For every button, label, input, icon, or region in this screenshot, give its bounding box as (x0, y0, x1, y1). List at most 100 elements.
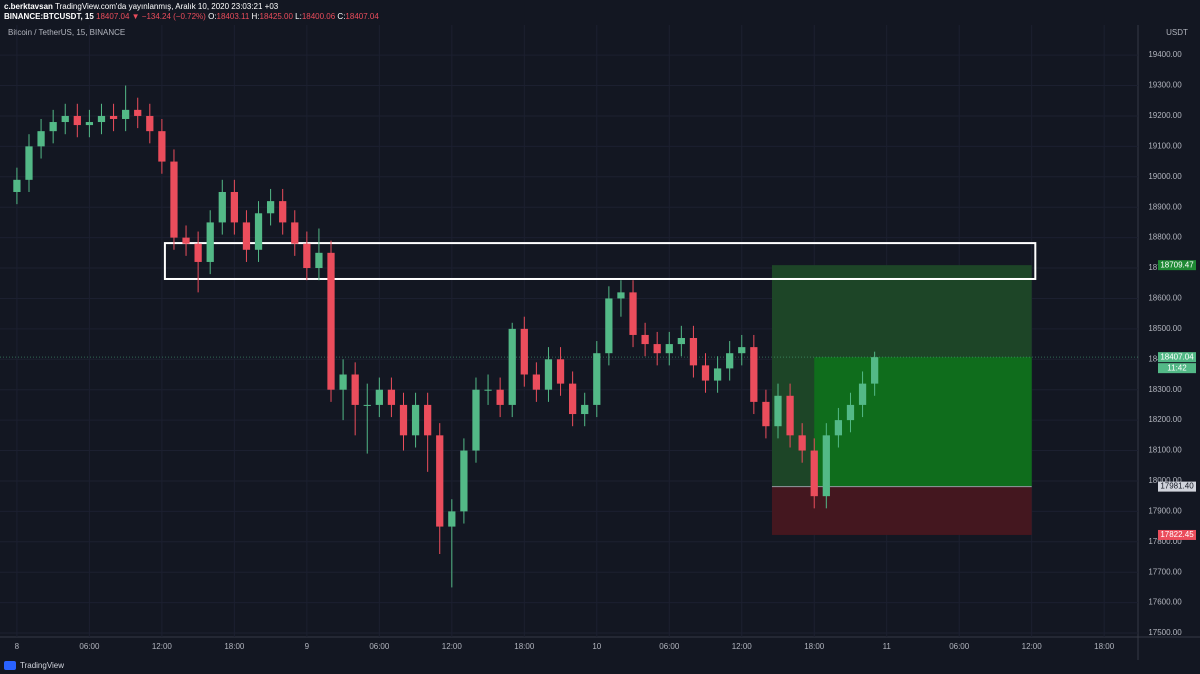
candle-body (206, 222, 214, 262)
countdown-bg (1158, 363, 1196, 374)
ohlc-key: C: (337, 12, 345, 21)
price-tag-label: 18709.47 (1160, 260, 1194, 269)
header-line: BINANCE:BTCUSDT, 15 18407.04 ▼ −134.24 (… (4, 12, 379, 21)
x-tick-label: 12:00 (732, 642, 753, 651)
candle-body (73, 115, 81, 126)
candle-body (25, 146, 33, 180)
candle-body (230, 191, 238, 223)
y-tick-label: 18000.00 (1148, 476, 1182, 485)
x-tick-label: 06:00 (949, 642, 970, 651)
y-tick-label: 18800.00 (1148, 233, 1182, 242)
ohlc-value: 18403.11 (217, 12, 250, 21)
candle-body (387, 389, 396, 405)
candle-body (375, 389, 383, 405)
candle-body (496, 389, 504, 405)
price-tag-label: 17981.40 (1160, 482, 1194, 491)
candle-body (750, 347, 758, 402)
currency: USDT (1166, 28, 1188, 37)
candle-body (762, 401, 770, 427)
candle-body (109, 115, 118, 119)
brand: TradingView (20, 661, 64, 670)
candle-body (726, 353, 734, 369)
header-line: c.berktavsan TradingView.com'da yayınlan… (4, 2, 279, 11)
candle-body (738, 347, 746, 354)
x-tick-label: 12:00 (442, 642, 463, 651)
candle-body (448, 511, 456, 527)
candle-body (266, 201, 275, 214)
candle-body (581, 404, 589, 415)
candle-body (49, 122, 57, 132)
price-tag-label: 18407.04 (1160, 352, 1194, 361)
candle-body (460, 450, 468, 512)
candle-body (798, 435, 806, 451)
published: TradingView.com'da yayınlanmış, Aralık 1… (55, 2, 279, 11)
x-tick-label: 12:00 (152, 642, 173, 651)
candle-body (520, 328, 528, 375)
candle-body (411, 404, 420, 436)
candle-body (846, 404, 855, 421)
candle-body (291, 222, 299, 244)
candle-body (617, 292, 625, 299)
candle-body (871, 357, 879, 384)
candle-body (218, 191, 226, 223)
candle-body (556, 359, 565, 384)
candle-body (339, 374, 347, 390)
candle-body (641, 334, 649, 345)
candle-body (134, 109, 142, 116)
x-tick-label: 06:00 (659, 642, 680, 651)
candle-body (158, 131, 166, 162)
y-tick-label: 17500.00 (1148, 628, 1182, 637)
candle-body (786, 395, 794, 436)
profit-fill (814, 357, 1032, 487)
change: ▼ −134.24 (−0.72%) (132, 12, 207, 21)
candle-body (97, 115, 106, 123)
y-tick-label: 18900.00 (1148, 202, 1182, 211)
x-tick-label: 18:00 (514, 642, 535, 651)
candle-body (629, 292, 637, 335)
candle-body (424, 404, 432, 436)
y-tick-label: 17900.00 (1148, 506, 1182, 515)
price-tag (1158, 529, 1196, 540)
price-tag (1158, 352, 1196, 363)
candle-body (170, 161, 178, 238)
candle-body (122, 109, 130, 119)
candle-body (182, 237, 190, 244)
candle-body (569, 383, 577, 415)
candle-body (315, 252, 323, 269)
candle-body (37, 131, 45, 147)
candle-body (363, 404, 371, 406)
y-tick-label: 17800.00 (1148, 537, 1182, 546)
zone-box (163, 242, 1037, 280)
candle-body (810, 450, 818, 497)
candle-body (194, 243, 202, 262)
y-tick-label: 18300.00 (1148, 385, 1182, 394)
candle-body (653, 344, 661, 354)
y-tick-label: 19300.00 (1148, 81, 1182, 90)
candle-body (279, 201, 287, 223)
logo (4, 661, 16, 670)
y-tick-label: 17700.00 (1148, 567, 1182, 576)
x-tick-label: 10 (592, 642, 601, 651)
y-tick-label: 18600.00 (1148, 294, 1182, 303)
y-tick-label: 18500.00 (1148, 324, 1182, 333)
candle-body (701, 365, 710, 381)
candle-body (85, 122, 94, 126)
author: c.berktavsan (4, 2, 53, 11)
candle-body (484, 389, 492, 391)
y-tick-label: 18200.00 (1148, 415, 1182, 424)
price-tag (1158, 481, 1196, 492)
x-tick-label: 12:00 (1022, 642, 1043, 651)
candle-body (254, 213, 263, 250)
x-tick-label: 18:00 (224, 642, 245, 651)
candle-body (665, 344, 673, 354)
candle-body (532, 374, 541, 390)
ohlc-value: 18400.06 (302, 12, 336, 21)
x-tick-label: 9 (305, 642, 310, 651)
candle-body (436, 435, 444, 527)
chart-title: Bitcoin / TetherUS, 15, BINANCE (8, 28, 125, 37)
candle-body (774, 395, 782, 427)
candle-body (677, 337, 685, 345)
x-tick-label: 18:00 (804, 642, 825, 651)
price-tag (1158, 260, 1196, 271)
